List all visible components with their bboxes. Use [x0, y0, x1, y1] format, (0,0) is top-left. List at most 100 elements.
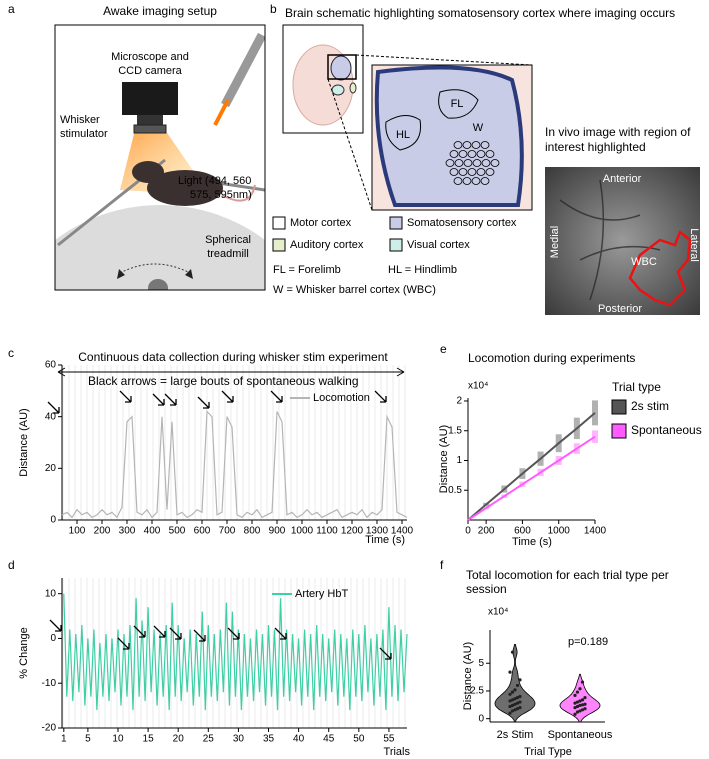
data-point — [515, 696, 520, 700]
data-line — [63, 593, 408, 711]
x-tick-label: 1200 — [341, 526, 364, 537]
legend-swatch — [389, 238, 403, 252]
y-tick-label: 1.5 — [448, 425, 462, 436]
legend-swatch — [611, 399, 627, 415]
abbreviation: FL = Forelimb — [273, 264, 341, 276]
legend: Motor cortex Somatosensory cortex Auditory… — [272, 216, 517, 252]
arrow — [153, 625, 166, 638]
label: Whisker — [60, 114, 100, 126]
y-tick-label: -20 — [42, 723, 57, 734]
x-tick-label: 1400 — [391, 526, 414, 537]
y-tick-label: 0.5 — [448, 485, 462, 496]
panel-label: b — [270, 2, 277, 16]
y-tick-label: 10 — [45, 588, 57, 599]
x-tick-label: 100 — [69, 526, 86, 537]
label: Spherical — [205, 234, 251, 246]
arrow — [197, 396, 210, 409]
hindlimb-region — [385, 115, 422, 151]
x-axis-label: Time (s) — [365, 534, 405, 546]
arrow — [164, 393, 177, 406]
panel-label: d — [8, 558, 15, 572]
label: 575, 595nm) — [190, 189, 252, 201]
y-tick-label: -10 — [42, 678, 57, 689]
zoom-line — [327, 78, 373, 211]
data-point — [510, 703, 515, 707]
y-tick-label: 60 — [45, 360, 57, 371]
x-tick-label: 50 — [353, 734, 365, 745]
arrow — [119, 390, 132, 403]
legend-label: Somatosensory cortex — [407, 217, 517, 229]
lens — [137, 115, 163, 125]
barrel — [485, 150, 495, 158]
x-tick-label: Spontaneous — [548, 729, 613, 741]
barrel — [467, 150, 477, 158]
data-point — [508, 670, 512, 674]
y-tick-label: 1 — [456, 455, 462, 466]
treadmill-axis — [148, 279, 168, 290]
data-line — [61, 410, 408, 519]
panel-label: a — [8, 2, 15, 16]
chart-title: Locomotion during experiments — [468, 351, 635, 365]
panel-label: f — [440, 558, 444, 572]
legend-label: Visual cortex — [407, 239, 470, 251]
panel-title: Awake imaging setup — [103, 4, 217, 18]
legend-swatch — [272, 216, 286, 230]
data-point — [578, 699, 582, 703]
arrow — [374, 390, 387, 403]
arrow — [133, 625, 146, 638]
x-tick-label: 700 — [219, 526, 236, 537]
x-tick-label: 35 — [263, 734, 275, 745]
roi-outline — [628, 229, 692, 307]
orientation-label: Posterior — [598, 303, 642, 315]
data-point — [578, 709, 582, 713]
barrel — [462, 177, 472, 185]
barrel — [472, 159, 482, 167]
arrow — [274, 627, 287, 640]
legend-swatch — [272, 238, 286, 252]
x-tick-label: 1300 — [366, 526, 389, 537]
legend-swatch — [611, 423, 627, 439]
mouse-body — [147, 170, 223, 206]
data-point — [513, 688, 517, 692]
barrel — [449, 150, 459, 158]
legend-label: Motor cortex — [290, 217, 352, 229]
data-point — [510, 690, 515, 694]
data-point — [518, 700, 522, 704]
legend-label: Auditory cortex — [290, 239, 364, 251]
x-tick-label: 40 — [293, 734, 305, 745]
barrel — [458, 150, 468, 158]
barrel — [481, 159, 491, 167]
x-tick-label: 2s Stim — [497, 729, 534, 741]
arrow — [227, 627, 240, 640]
chart-title: Continuous data collection during whiske… — [78, 350, 388, 364]
data-point — [583, 696, 587, 700]
x-axis-label: Trials — [384, 746, 411, 758]
legend-label: Locomotion — [313, 392, 370, 404]
chart-title: Total locomotion for each trial type per — [466, 568, 669, 582]
data-point — [580, 703, 585, 707]
mouse-head — [132, 161, 164, 183]
barrel — [462, 141, 472, 149]
auditory — [349, 82, 357, 94]
data-point — [508, 699, 512, 703]
data-point — [508, 692, 512, 696]
barrel — [480, 177, 490, 185]
region-label: HL — [396, 129, 410, 141]
trial-markers — [62, 578, 407, 728]
x-tick-label: 500 — [169, 526, 186, 537]
data-point — [515, 683, 520, 688]
barrel — [453, 141, 463, 149]
barrel — [480, 141, 490, 149]
x-tick-label: 0 — [465, 526, 471, 537]
legend-label: 2s stim — [631, 399, 669, 413]
setup-illustration — [55, 32, 265, 290]
data-point — [573, 693, 577, 697]
x-tick-label: 1000 — [548, 526, 571, 537]
image-title: interest highlighted — [545, 140, 646, 154]
arrow — [47, 401, 60, 414]
data-point — [515, 701, 520, 705]
data-point — [583, 707, 587, 711]
forelimb-region — [438, 89, 479, 119]
arrow — [152, 393, 165, 406]
